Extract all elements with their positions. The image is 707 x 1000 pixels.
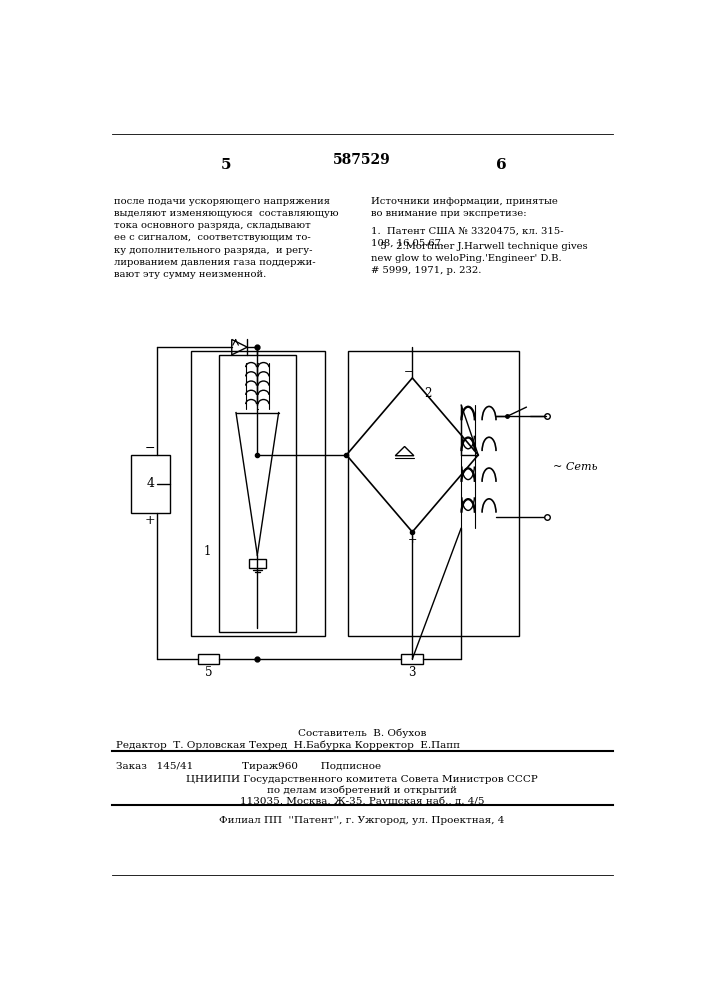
Bar	[192, 351, 325, 636]
Text: 5: 5	[205, 666, 212, 679]
Text: 587529: 587529	[333, 153, 391, 167]
Text: Филиал ПП  ''Патент'', г. Ужгород, ул. Проектная, 4: Филиал ПП ''Патент'', г. Ужгород, ул. Пр…	[219, 816, 505, 825]
Text: +: +	[408, 535, 417, 545]
Text: 113035, Москва, Ж-35, Раушская наб., д. 4/5: 113035, Москва, Ж-35, Раушская наб., д. …	[240, 796, 484, 806]
Bar	[249, 559, 266, 568]
Text: 6: 6	[496, 158, 507, 172]
Text: 5: 5	[221, 158, 230, 172]
Bar	[402, 654, 423, 664]
Bar	[198, 654, 219, 664]
Text: ЦНИИПИ Государственного комитета Совета Министров СССР: ЦНИИПИ Государственного комитета Совета …	[186, 774, 538, 784]
Text: Редактор  Т. Орловская Техред  Н.Бабурка Корректор  Е.Папп: Редактор Т. Орловская Техред Н.Бабурка К…	[115, 741, 460, 750]
Text: 1: 1	[204, 545, 211, 558]
Text: 5   2.Mortimer J.Harwell technique gives
new glow to weloPing.'Engineer' D.B.
# : 5 2.Mortimer J.Harwell technique gives n…	[371, 242, 588, 275]
Text: −: −	[145, 442, 156, 455]
Text: Составитель  В. Обухов: Составитель В. Обухов	[298, 728, 426, 738]
Polygon shape	[232, 339, 247, 355]
Text: +: +	[145, 514, 156, 527]
Bar	[131, 455, 170, 513]
Text: по делам изобретений и открытий: по делам изобретений и открытий	[267, 785, 457, 795]
Text: ~ Сеть: ~ Сеть	[554, 462, 598, 472]
Text: 1.  Патент США № 3320475, кл. 315-
108, 16.05.67.: 1. Патент США № 3320475, кл. 315- 108, 1…	[371, 226, 564, 247]
Polygon shape	[346, 378, 478, 532]
Text: −: −	[404, 367, 413, 377]
Polygon shape	[395, 446, 414, 456]
Bar	[218, 355, 296, 632]
Text: 3: 3	[409, 666, 416, 679]
Bar	[348, 351, 518, 636]
Text: 2: 2	[424, 387, 431, 400]
Text: Заказ   145/41               Тираж960       Подписное: Заказ 145/41 Тираж960 Подписное	[115, 762, 380, 771]
Text: 4: 4	[146, 477, 154, 490]
Text: Источники информации, принятые
во внимание при экспретизе:: Источники информации, принятые во вниман…	[371, 197, 558, 218]
Text: после подачи ускоряющего напряжения
выделяют изменяющуюся  составляющую
тока осн: после подачи ускоряющего напряжения выде…	[114, 197, 339, 279]
